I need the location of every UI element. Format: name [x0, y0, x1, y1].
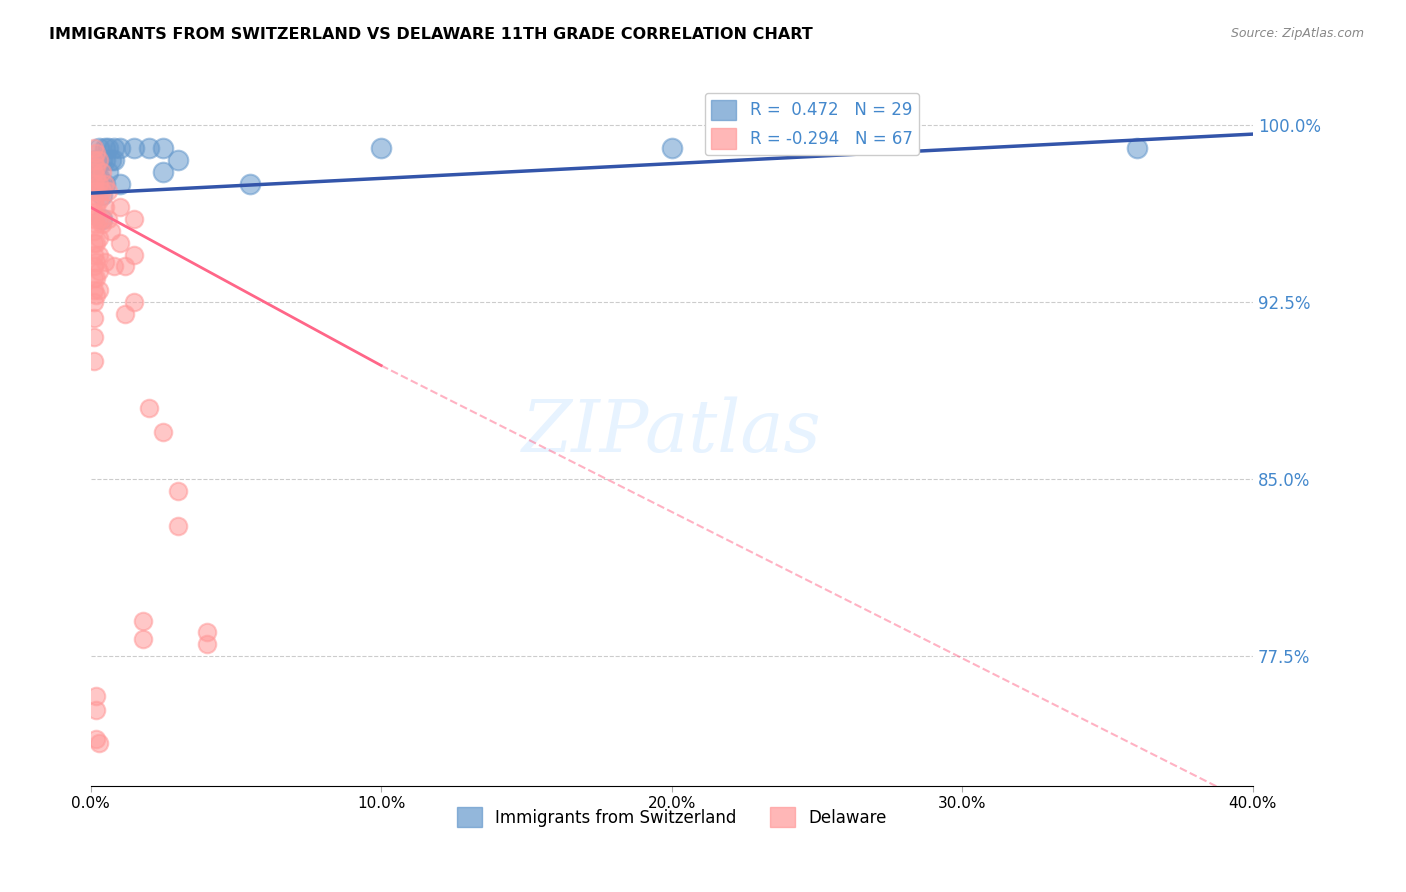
Point [83, 353, 105, 368]
Point [91, 212, 114, 227]
Point [83, 193, 105, 207]
Point [94, 141, 117, 155]
Point [89, 264, 111, 278]
Point [122, 212, 145, 227]
Point [89, 141, 111, 155]
Point [103, 153, 125, 167]
Point [86, 217, 108, 231]
Point [83, 260, 105, 274]
Point [89, 231, 111, 245]
Point [86, 160, 108, 174]
Point [138, 141, 160, 155]
Point [94, 177, 117, 191]
Text: ZIPatlas: ZIPatlas [522, 396, 821, 467]
Point [239, 177, 262, 191]
Point [91, 153, 114, 167]
Point [108, 200, 131, 214]
Point [152, 425, 174, 439]
Point [89, 247, 111, 261]
Point [83, 224, 105, 238]
Point [122, 141, 145, 155]
Point [94, 177, 117, 191]
Point [83, 212, 105, 227]
Point [97, 212, 120, 227]
Point [108, 235, 131, 250]
Point [195, 637, 218, 651]
Point [103, 141, 125, 155]
Point [370, 141, 392, 155]
Point [91, 165, 114, 179]
Point [122, 294, 145, 309]
Point [94, 254, 117, 268]
Point [86, 200, 108, 214]
Point [86, 184, 108, 198]
Point [108, 177, 131, 191]
Point [195, 625, 218, 640]
Point [83, 177, 105, 191]
Point [108, 141, 131, 155]
Point [122, 247, 145, 261]
Point [86, 731, 108, 746]
Text: IMMIGRANTS FROM SWITZERLAND VS DELAWARE 11TH GRADE CORRELATION CHART: IMMIGRANTS FROM SWITZERLAND VS DELAWARE … [49, 27, 813, 42]
Text: Source: ZipAtlas.com: Source: ZipAtlas.com [1230, 27, 1364, 40]
Point [91, 188, 114, 202]
Point [91, 217, 114, 231]
Point [86, 165, 108, 179]
Point [114, 307, 136, 321]
Point [83, 294, 105, 309]
Point [86, 169, 108, 184]
Point [86, 287, 108, 301]
Point [132, 614, 155, 628]
Point [86, 689, 108, 703]
Point [114, 260, 136, 274]
Point [97, 184, 120, 198]
Point [132, 632, 155, 647]
Point [83, 271, 105, 285]
Point [83, 205, 105, 219]
Point [94, 200, 117, 214]
Point [97, 141, 120, 155]
Point [83, 330, 105, 344]
Point [89, 193, 111, 207]
Point [89, 283, 111, 297]
Point [83, 141, 105, 155]
Point [103, 260, 125, 274]
Point [89, 177, 111, 191]
Point [97, 165, 120, 179]
Point [83, 283, 105, 297]
Point [89, 212, 111, 227]
Point [89, 736, 111, 750]
Point [86, 703, 108, 717]
Point [152, 141, 174, 155]
Point [83, 177, 105, 191]
Point [89, 177, 111, 191]
Point [89, 169, 111, 184]
Point [89, 153, 111, 167]
Point [86, 271, 108, 285]
Point [91, 184, 114, 198]
Point [661, 141, 683, 155]
Point [86, 235, 108, 250]
Point [83, 235, 105, 250]
Point [100, 224, 122, 238]
Point [138, 401, 160, 415]
Point [83, 247, 105, 261]
Point [166, 483, 188, 498]
Point [86, 146, 108, 161]
Point [83, 311, 105, 326]
Legend: Immigrants from Switzerland, Delaware: Immigrants from Switzerland, Delaware [450, 800, 893, 834]
Point [83, 153, 105, 167]
Point [166, 153, 188, 167]
Point [1125, 141, 1147, 155]
Point [94, 153, 117, 167]
Point [83, 165, 105, 179]
Point [83, 184, 105, 198]
Point [86, 153, 108, 167]
Point [83, 165, 105, 179]
Point [166, 519, 188, 533]
Point [152, 165, 174, 179]
Point [86, 254, 108, 268]
Point [100, 153, 122, 167]
